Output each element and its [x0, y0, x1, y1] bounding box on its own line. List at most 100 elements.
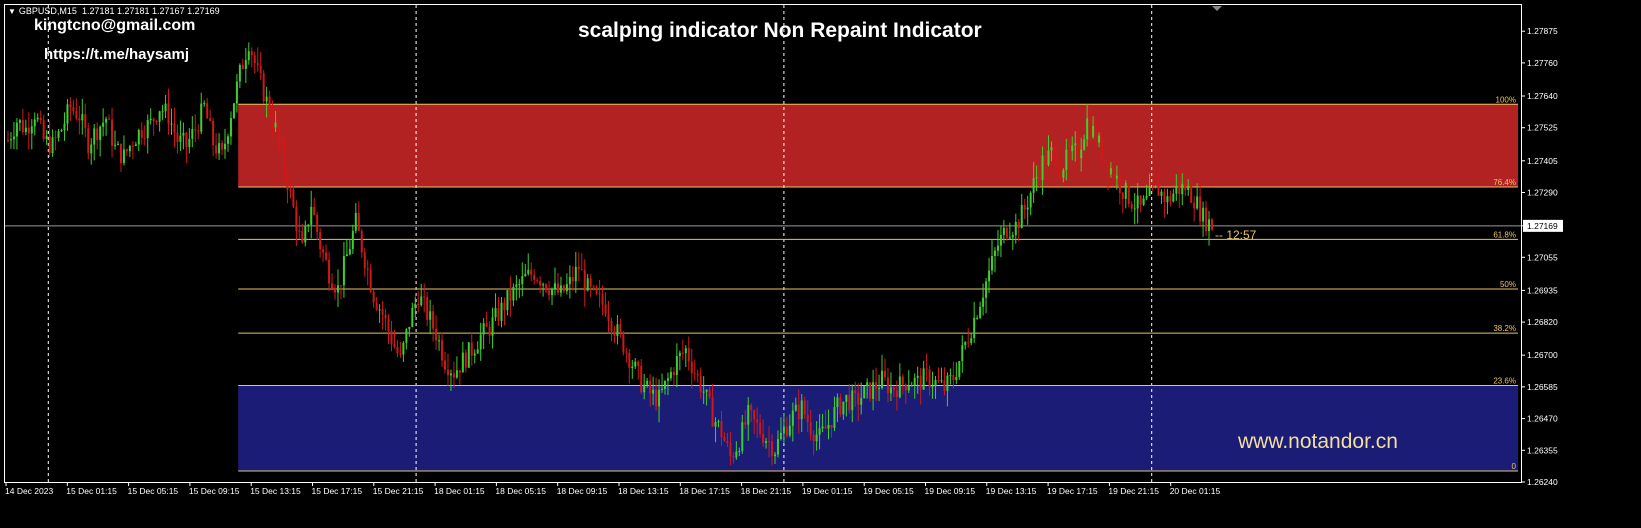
- candle-body: [913, 377, 916, 386]
- symbol-name: GBPUSD,M15: [18, 6, 77, 16]
- fib-level-label: 61.8%: [1493, 230, 1516, 239]
- candle-body: [521, 276, 524, 284]
- candle-body: [1074, 143, 1077, 146]
- candle-body: [1089, 118, 1092, 137]
- candle-body: [1038, 177, 1041, 181]
- candle-body: [1002, 228, 1005, 235]
- candle-body: [1121, 192, 1124, 199]
- candle-body: [622, 332, 625, 353]
- candle-body: [1035, 177, 1038, 179]
- candle-body: [218, 143, 221, 154]
- y-tick-label: 1.26585: [1527, 382, 1558, 392]
- x-tick-label: 18 Dec 13:15: [618, 486, 669, 496]
- day-separators-layer: [47, 5, 1153, 482]
- candle-body: [776, 439, 779, 455]
- candle-body: [75, 110, 78, 119]
- candle-body: [803, 400, 806, 415]
- candle-body: [625, 352, 628, 354]
- candle-body: [833, 407, 836, 428]
- candle-body: [1053, 147, 1056, 154]
- fib-level-label: 38.2%: [1493, 324, 1516, 333]
- candle-body: [390, 331, 393, 345]
- x-tick-label: 18 Dec 01:15: [434, 486, 485, 496]
- candle-body: [482, 323, 485, 335]
- candle-body: [824, 426, 827, 429]
- candle-body: [658, 389, 661, 407]
- candle-body: [322, 249, 325, 253]
- candle-body: [955, 377, 958, 381]
- candle-body: [875, 382, 878, 389]
- candle-body: [1026, 207, 1029, 210]
- candle-body: [464, 352, 467, 368]
- x-tick-label: 15 Dec 09:15: [189, 486, 240, 496]
- candle-body: [898, 376, 901, 398]
- candle-body: [57, 131, 60, 138]
- candle-body: [797, 404, 800, 420]
- candle-body: [883, 370, 886, 378]
- sell-zone: [238, 104, 1519, 187]
- candle-body: [559, 285, 562, 293]
- candle-body: [408, 326, 411, 330]
- candle-body: [976, 317, 979, 319]
- candle-body: [509, 290, 512, 301]
- collapse-triangle-icon[interactable]: ▼: [8, 7, 16, 16]
- y-tick-label: 1.27405: [1527, 156, 1558, 166]
- candle-body: [473, 353, 476, 356]
- candle-body: [1118, 175, 1121, 193]
- candle-body: [693, 373, 696, 375]
- candle-body: [1184, 183, 1187, 191]
- candle-body: [1145, 195, 1148, 199]
- candle-body: [1041, 155, 1044, 181]
- candle-body: [726, 440, 729, 444]
- candle-body: [384, 314, 387, 319]
- candle-body: [1181, 183, 1184, 195]
- candle-body: [812, 434, 815, 442]
- candle-body: [51, 137, 54, 154]
- candle-body: [232, 103, 235, 119]
- candle-body: [919, 375, 922, 390]
- candle-body: [12, 136, 15, 140]
- time-axis: 14 Dec 2023 15 Dec 01:15 15 Dec 05:15 15 De…: [5, 482, 1221, 496]
- candle-body: [378, 309, 381, 311]
- x-tick-label: 19 Dec 17:15: [1047, 486, 1098, 496]
- candle-body: [830, 424, 833, 428]
- candle-body: [598, 293, 601, 295]
- candle-body: [432, 311, 435, 329]
- candle-body: [928, 369, 931, 387]
- y-tick-label: 1.27290: [1527, 187, 1558, 197]
- candle-body: [643, 384, 646, 393]
- current-price-tag: [1523, 219, 1563, 232]
- candle-body: [387, 318, 390, 332]
- candle-body: [696, 373, 699, 376]
- candle-body: [756, 419, 759, 423]
- candle-body: [295, 206, 298, 231]
- candle-body: [467, 342, 470, 368]
- fib-level-label: 76.4%: [1493, 178, 1516, 187]
- candle-body: [889, 387, 892, 394]
- chart-shift-marker[interactable]: [1212, 6, 1222, 11]
- candle-body: [345, 254, 348, 257]
- candle-body: [655, 389, 658, 407]
- candle-body: [854, 390, 857, 394]
- candle-body: [574, 266, 577, 282]
- candle-body: [479, 334, 482, 350]
- candle-body: [717, 421, 720, 423]
- candle-body: [15, 122, 18, 137]
- candle-body: [791, 410, 794, 426]
- x-tick-label: 18 Dec 17:15: [679, 486, 730, 496]
- candle-body: [589, 278, 592, 287]
- candle-body: [325, 252, 328, 260]
- candle-body: [128, 145, 131, 152]
- candle-body: [768, 441, 771, 443]
- candle-body: [470, 342, 473, 356]
- candle-body: [910, 385, 913, 387]
- candle-body: [1142, 198, 1145, 205]
- candle-body: [524, 273, 527, 277]
- candle-body: [1193, 202, 1196, 209]
- candle-body: [411, 307, 414, 327]
- candle-body: [146, 120, 149, 139]
- candle-body: [530, 269, 533, 275]
- candle-body: [1032, 178, 1035, 193]
- candle-body: [212, 120, 215, 146]
